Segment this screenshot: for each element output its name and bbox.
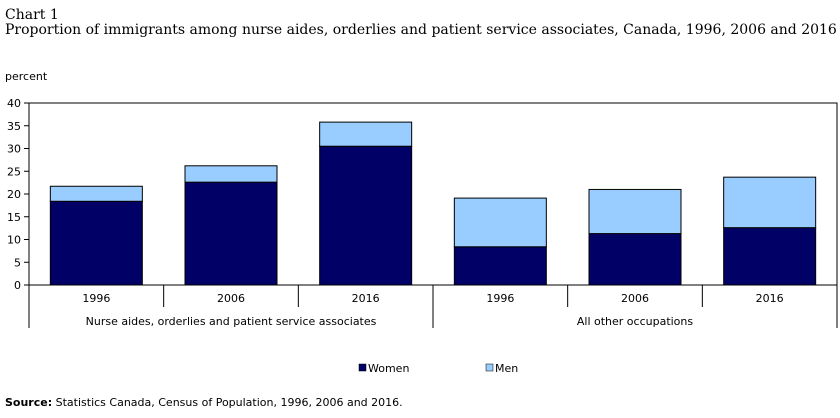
x-tick-label: 1996 [486,292,514,305]
y-tick-label: 40 [7,97,21,110]
bar-women-2 [319,145,413,286]
y-tick-label: 25 [7,165,21,178]
bar-men-3 [453,197,547,248]
legend-label-men: Men [495,362,518,375]
bar-men-4 [588,188,682,235]
chart-number-label: Chart 1 [5,7,59,23]
y-tick-label: 0 [14,279,21,292]
bar-men-5 [723,176,817,229]
plot-frame [28,102,838,286]
y-tick-label: 10 [7,234,21,247]
y-tick-label: 30 [7,143,21,156]
x-tick-label: 2016 [756,292,784,305]
source-note: Source: Statistics Canada, Census of Pop… [5,396,403,409]
x-tick-label: 2006 [217,292,245,305]
group-label: Nurse aides, orderlies and patient servi… [86,315,377,328]
bar-women-1 [184,181,278,286]
legend-label-women: Women [368,362,409,375]
legend-swatch-men [485,363,494,372]
x-tick-label: 2016 [352,292,380,305]
bar-men-2 [319,121,413,147]
bar-men-0 [49,185,143,202]
bar-men-1 [184,165,278,183]
legend-swatch-women [358,363,367,372]
bar-women-5 [723,227,817,286]
source-label: Source: [5,396,53,409]
bar-women-4 [588,233,682,286]
y-tick-label: 15 [7,211,21,224]
x-tick-label: 2006 [621,292,649,305]
y-tick-label: 35 [7,120,21,133]
y-axis-label: percent [5,70,48,83]
bar-women-3 [453,246,547,286]
chart-title-block: Chart 1 Proportion of immigrants among n… [5,8,837,38]
chart-title: Proportion of immigrants among nurse aid… [5,22,837,38]
group-label: All other occupations [577,315,694,328]
bar-women-0 [49,200,143,286]
y-tick-label: 20 [7,188,21,201]
source-text: Statistics Canada, Census of Population,… [55,396,403,409]
y-tick-label: 5 [14,256,21,269]
x-tick-label: 1996 [82,292,110,305]
